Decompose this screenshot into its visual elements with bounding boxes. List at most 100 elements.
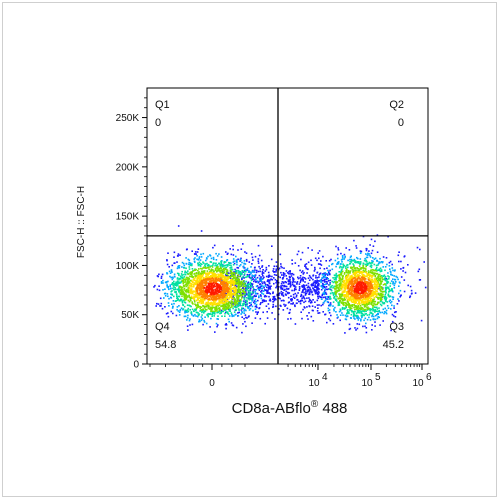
event-dot <box>294 288 296 291</box>
event-dot <box>228 292 231 294</box>
event-dot <box>206 258 208 260</box>
event-dot <box>393 287 396 289</box>
event-dot <box>372 272 375 274</box>
event-dot <box>244 251 246 253</box>
event-dot <box>373 284 375 286</box>
event-dot <box>346 313 348 315</box>
event-dot <box>180 286 182 288</box>
event-dot <box>309 290 311 293</box>
event-dot <box>194 257 196 259</box>
event-dot <box>249 281 252 284</box>
event-dot <box>238 275 241 278</box>
event-dot <box>221 295 224 298</box>
event-dot <box>348 297 351 299</box>
event-dot <box>371 324 373 326</box>
event-dot <box>177 266 180 269</box>
event-dot <box>243 312 246 314</box>
event-dot <box>202 252 205 255</box>
event-dot <box>336 263 338 265</box>
event-dot <box>220 262 223 264</box>
event-dot <box>322 311 324 313</box>
event-dot <box>322 296 325 299</box>
event-dot <box>331 262 334 265</box>
event-dot <box>252 259 254 261</box>
event-dot <box>369 262 372 264</box>
event-dot <box>324 288 326 291</box>
event-dot <box>324 313 327 316</box>
event-dot <box>194 253 196 255</box>
event-dot <box>301 285 303 287</box>
event-dot <box>363 267 365 270</box>
event-dot <box>366 306 368 309</box>
event-dot <box>298 287 301 290</box>
event-dot <box>370 238 373 241</box>
event-dot <box>251 295 254 298</box>
event-dot <box>371 280 374 282</box>
event-dot <box>321 280 324 282</box>
event-dot <box>188 261 190 264</box>
event-dot <box>354 270 357 272</box>
event-dot <box>223 271 225 274</box>
event-dot <box>289 283 292 286</box>
event-dot <box>370 252 373 255</box>
event-dot <box>172 305 174 308</box>
event-dot <box>289 282 292 284</box>
event-dot <box>382 293 384 296</box>
event-dot <box>221 294 224 297</box>
event-dot <box>214 306 217 309</box>
event-dot <box>318 257 320 260</box>
event-dot <box>339 295 341 298</box>
event-dot <box>375 272 378 275</box>
event-dot <box>234 268 236 271</box>
event-dot <box>204 263 207 265</box>
event-dot <box>341 258 344 260</box>
event-dot <box>288 280 291 283</box>
event-dot <box>361 296 363 298</box>
event-dot <box>196 296 199 299</box>
event-dot <box>215 282 217 285</box>
event-dot <box>356 277 359 280</box>
event-dot <box>365 291 367 294</box>
event-dot <box>263 276 265 279</box>
event-dot <box>345 294 347 296</box>
event-dot <box>198 281 200 283</box>
event-dot <box>371 291 373 294</box>
event-dot <box>240 248 243 250</box>
event-dot <box>180 281 182 284</box>
event-dot <box>398 260 400 263</box>
event-dot <box>259 267 261 270</box>
event-dot <box>278 267 281 270</box>
event-dot <box>203 279 206 282</box>
event-dot <box>178 274 180 277</box>
event-dot <box>232 304 234 307</box>
event-dot <box>255 281 257 283</box>
event-dot <box>199 289 202 291</box>
event-dot <box>161 307 164 310</box>
event-dot <box>225 302 228 304</box>
event-dot <box>359 308 362 310</box>
event-dot <box>240 313 242 315</box>
event-dot <box>231 278 234 280</box>
event-dot <box>424 286 427 289</box>
event-dot <box>371 307 374 310</box>
event-dot <box>236 300 239 303</box>
event-dot <box>368 290 370 293</box>
event-dot <box>342 298 345 301</box>
event-dot <box>211 278 213 280</box>
event-dot <box>232 307 234 310</box>
event-dot <box>272 291 274 293</box>
event-dot <box>205 301 208 304</box>
event-dot <box>185 311 187 313</box>
event-dot <box>178 267 181 269</box>
event-dot <box>223 298 226 300</box>
event-dot <box>212 310 214 312</box>
event-dot <box>279 304 282 307</box>
event-dot <box>315 289 317 292</box>
event-dot <box>308 293 311 296</box>
event-dot <box>156 288 159 291</box>
event-dot <box>254 255 257 258</box>
event-dot <box>343 291 346 293</box>
event-dot <box>382 266 384 268</box>
event-dot <box>364 292 366 294</box>
event-dot <box>314 284 317 286</box>
